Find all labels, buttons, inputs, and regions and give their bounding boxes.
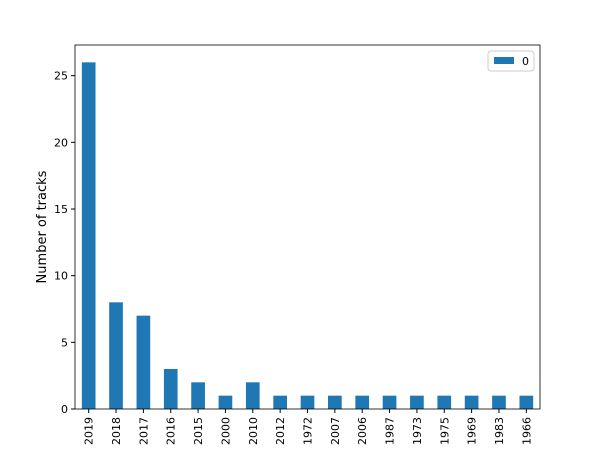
bar: [300, 395, 315, 409]
legend-swatch: [494, 57, 514, 64]
bar: [437, 395, 452, 409]
x-tick-label: 1966: [520, 417, 533, 445]
bar: [492, 395, 506, 409]
y-tick-label: 15: [54, 203, 68, 216]
legend-label: 0: [522, 55, 529, 68]
x-tick-label: 1969: [466, 417, 479, 445]
bar: [328, 395, 342, 409]
bar: [410, 395, 424, 409]
bar: [464, 395, 479, 409]
x-tick-label: 2017: [137, 417, 150, 445]
bar: [519, 395, 534, 409]
bar: [136, 315, 151, 409]
x-tick-label: 1972: [302, 417, 315, 445]
x-tick-label: 2007: [329, 417, 342, 445]
bar: [355, 395, 370, 409]
x-tick-label: 2012: [274, 417, 287, 445]
y-tick-label: 25: [54, 70, 68, 83]
bar: [273, 395, 287, 409]
y-tick-label: 10: [54, 270, 68, 283]
x-tick-label: 1973: [411, 417, 424, 445]
bar: [218, 395, 233, 409]
bar: [109, 302, 123, 409]
x-tick-label: 2006: [356, 417, 369, 445]
x-tick-label: 1975: [438, 417, 451, 445]
bar: [382, 395, 397, 409]
x-tick-label: 1987: [384, 417, 397, 445]
x-tick-label: 1983: [493, 417, 506, 445]
x-tick-label: 2010: [247, 417, 260, 445]
bar: [163, 369, 178, 409]
bar: [245, 382, 260, 409]
bar: [191, 382, 205, 409]
x-tick-label: 2015: [192, 417, 205, 445]
bar: [81, 62, 96, 409]
y-tick-label: 20: [54, 136, 68, 149]
x-tick-label: 2016: [165, 417, 178, 445]
x-tick-label: 2000: [219, 417, 232, 445]
y-tick-label: 5: [61, 336, 68, 349]
x-tick-label: 2019: [83, 417, 96, 445]
axes-frame: [74, 44, 541, 410]
y-tick-label: 0: [61, 403, 68, 416]
x-tick-label: 2018: [110, 417, 123, 445]
y-axis-label: Number of tracks: [35, 170, 50, 283]
